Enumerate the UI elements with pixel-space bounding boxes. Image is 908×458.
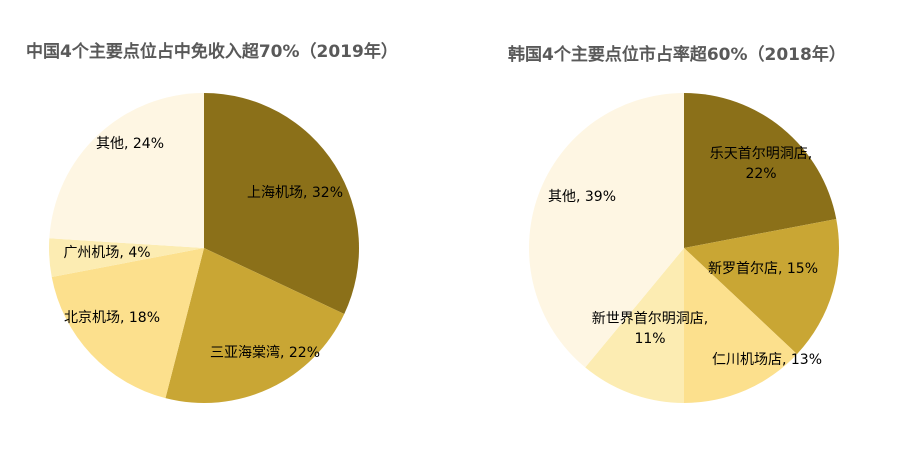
- pie-slice-china-1: [165, 248, 345, 404]
- slice-label-china-0: 上海机场, 32%: [247, 185, 343, 201]
- pie-labels-korea: 乐天首尔明洞店, 22% 新罗首尔店, 15% 仁川机场店, 13%新世界首尔明洞店,…: [548, 146, 822, 368]
- slice-label-korea-0: 乐天首尔明洞店, 22%: [710, 146, 812, 182]
- chart-title-korea: 韩国4个主要点位市占率超60%（2018年）: [508, 44, 846, 65]
- pie-labels-china: 上海机场, 32% 三亚海棠湾, 22% 北京机场, 18% 广州机场, 4% 其他, …: [63, 136, 343, 361]
- pie-slice-korea-2: [684, 248, 797, 403]
- pie-slice-korea-0: [684, 93, 837, 248]
- slice-label-korea-3: 新世界首尔明洞店, 11%: [592, 311, 708, 347]
- slice-label-china-4: 其他, 24%: [96, 136, 164, 152]
- pie-slice-china-2: [51, 248, 204, 399]
- pie-slice-china-4: [49, 93, 205, 248]
- slice-label-korea-1: 新罗首尔店, 15%: [708, 261, 818, 277]
- pie-slices-china: [49, 93, 360, 404]
- pie-chart-china: 中国4个主要点位占中免收入超70%（2019年） 上海机场, 32% 三亚海棠湾,…: [26, 41, 398, 404]
- pie-slice-korea-1: [684, 218, 839, 355]
- pie-slice-korea-4: [529, 93, 684, 368]
- slice-label-china-1: 三亚海棠湾, 22%: [210, 344, 320, 361]
- slice-label-korea-2: 仁川机场店, 13%: [712, 352, 822, 368]
- chart-title-china: 中国4个主要点位占中免收入超70%（2019年）: [26, 41, 398, 62]
- pie-slice-china-0: [204, 93, 360, 314]
- slice-label-china-3: 广州机场, 4%: [63, 245, 150, 261]
- pie-slices-korea: [529, 93, 839, 403]
- slice-label-china-2: 北京机场, 18%: [64, 310, 160, 326]
- slice-label-korea-4: 其他, 39%: [548, 189, 616, 205]
- pie-slice-korea-3: [585, 248, 684, 403]
- pie-slice-china-3: [49, 238, 205, 278]
- pie-chart-korea: 韩国4个主要点位市占率超60%（2018年） 乐天首尔明洞店, 22% 新罗首尔店,…: [508, 44, 846, 403]
